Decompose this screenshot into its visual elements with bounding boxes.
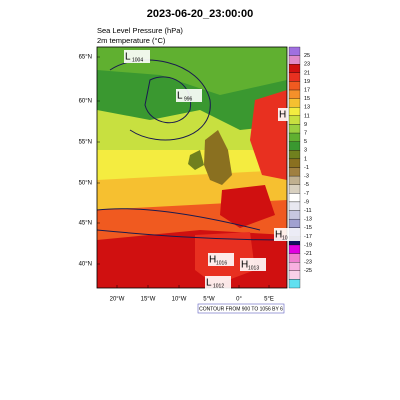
lat-labels: 65°N 60°N 55°N 50°N 45°N 40°N bbox=[79, 55, 100, 268]
colorbar-swatch bbox=[288, 193, 301, 203]
colorbar-label: -17 bbox=[304, 234, 312, 240]
colorbar-swatch bbox=[288, 175, 301, 185]
colorbar-swatch bbox=[288, 279, 301, 289]
lat-label: 45°N bbox=[79, 221, 92, 227]
lon-label: 5°E bbox=[264, 297, 274, 303]
subtitle: 2m temperature (°C) bbox=[97, 36, 166, 45]
pressure-box bbox=[240, 258, 266, 271]
colorbar-swatch bbox=[288, 107, 301, 117]
colorbar-label: -25 bbox=[304, 268, 312, 274]
colorbar-label: 3 bbox=[304, 148, 307, 154]
pressure-symbol: H bbox=[279, 110, 286, 121]
colorbar-swatch bbox=[288, 184, 301, 194]
pressure-symbol: H bbox=[275, 230, 282, 241]
pressure-symbol: L bbox=[177, 91, 183, 102]
colorbar-label: -19 bbox=[304, 242, 312, 248]
pressure-value: 996 bbox=[184, 96, 193, 102]
colorbar-label: 17 bbox=[304, 87, 310, 93]
map bbox=[96, 46, 288, 289]
colorbar-swatch bbox=[288, 46, 301, 56]
pressure-value: 1004 bbox=[132, 57, 143, 63]
pressure-value: 1013 bbox=[248, 265, 259, 271]
colorbar-swatch bbox=[288, 81, 301, 91]
colorbar-label: 15 bbox=[304, 96, 310, 102]
contour-note: CONTOUR FROM 900 TO 1056 BY 6 bbox=[199, 306, 283, 312]
colorbar-label: -23 bbox=[304, 260, 312, 266]
lat-label: 50°N bbox=[79, 181, 92, 187]
colorbar-swatch bbox=[288, 141, 301, 151]
colorbar-label: 1 bbox=[304, 156, 307, 162]
pressure-symbol: H bbox=[241, 260, 248, 271]
colorbar-swatch bbox=[288, 98, 301, 108]
subtitle: Sea Level Pressure (hPa) bbox=[97, 26, 183, 35]
pressure-box bbox=[208, 253, 234, 266]
lon-label: 15°W bbox=[141, 297, 156, 303]
lon-label: 0° bbox=[236, 297, 242, 303]
pressure-box bbox=[274, 228, 300, 241]
colorbar-label: -11 bbox=[304, 208, 312, 214]
colorbar-swatch bbox=[288, 64, 301, 73]
pressure-box bbox=[124, 50, 150, 63]
colorbar-swatch bbox=[288, 150, 301, 160]
title: 2023-06-20_23:00:00 bbox=[147, 8, 253, 20]
lon-label: 20°W bbox=[110, 297, 125, 303]
colorbar-label: -5 bbox=[304, 182, 309, 188]
colorbar-label: -15 bbox=[304, 225, 312, 231]
colorbar-swatch bbox=[288, 244, 301, 254]
pressure-box bbox=[205, 276, 231, 289]
lat-label: 55°N bbox=[79, 140, 92, 146]
pressure-value: 10 bbox=[282, 235, 288, 241]
pressure-box bbox=[176, 89, 202, 102]
pressure-box bbox=[278, 108, 288, 121]
colorbar-swatch bbox=[288, 115, 301, 125]
colorbar-label: 23 bbox=[304, 62, 310, 68]
pressure-symbol: L bbox=[125, 52, 131, 63]
lat-label: 60°N bbox=[79, 99, 92, 105]
colorbar-swatch bbox=[288, 262, 301, 271]
colorbar-label: 9 bbox=[304, 122, 307, 128]
colorbar-swatch bbox=[288, 201, 301, 211]
pressure-symbol: L bbox=[206, 278, 212, 289]
colorbar-label: -1 bbox=[304, 165, 309, 171]
colorbar-swatch bbox=[288, 89, 301, 99]
lon-labels: 20°W 15°W 10°W 5°W 0° 5°E bbox=[110, 285, 274, 303]
colorbar-swatch bbox=[288, 124, 301, 134]
pressure-value: 1016 bbox=[216, 260, 227, 266]
colorbar-label: 11 bbox=[304, 113, 310, 119]
colorbar-label: -7 bbox=[304, 191, 309, 197]
colorbar-swatch bbox=[288, 167, 301, 177]
colorbar-swatch bbox=[288, 132, 301, 142]
colorbar-swatch bbox=[288, 55, 301, 65]
colorbar-label: -3 bbox=[304, 174, 309, 180]
colorbar-label: 21 bbox=[304, 70, 310, 76]
colorbar-label: 19 bbox=[304, 79, 310, 85]
colorbar-swatch bbox=[288, 270, 301, 280]
pressure-symbol: H bbox=[209, 255, 216, 266]
colorbar-label: 13 bbox=[304, 105, 310, 111]
colorbar-label: 5 bbox=[304, 139, 307, 145]
colorbar-swatch bbox=[288, 210, 301, 220]
colorbar-swatch bbox=[288, 253, 301, 263]
colorbar-label: 25 bbox=[304, 53, 310, 59]
lon-label: 10°W bbox=[172, 297, 187, 303]
colorbar-swatch bbox=[288, 218, 301, 228]
colorbar-label: -9 bbox=[304, 199, 309, 205]
colorbar: 25 23 21 19 17 15 13 11 9 7 5 3 1 -1 -3 -5 -7 -9 -11 -13 -15… bbox=[288, 46, 312, 289]
colorbar-label: 7 bbox=[304, 131, 307, 137]
pressure-value: 1012 bbox=[213, 283, 224, 289]
colorbar-swatch bbox=[288, 72, 301, 82]
lat-label: 65°N bbox=[79, 55, 92, 61]
lat-label: 40°N bbox=[79, 262, 92, 268]
colorbar-label: -13 bbox=[304, 217, 312, 223]
contour-box bbox=[197, 303, 285, 314]
lon-label: 5°W bbox=[203, 297, 215, 303]
colorbar-label: -21 bbox=[304, 251, 312, 257]
colorbar-swatch bbox=[288, 158, 301, 168]
